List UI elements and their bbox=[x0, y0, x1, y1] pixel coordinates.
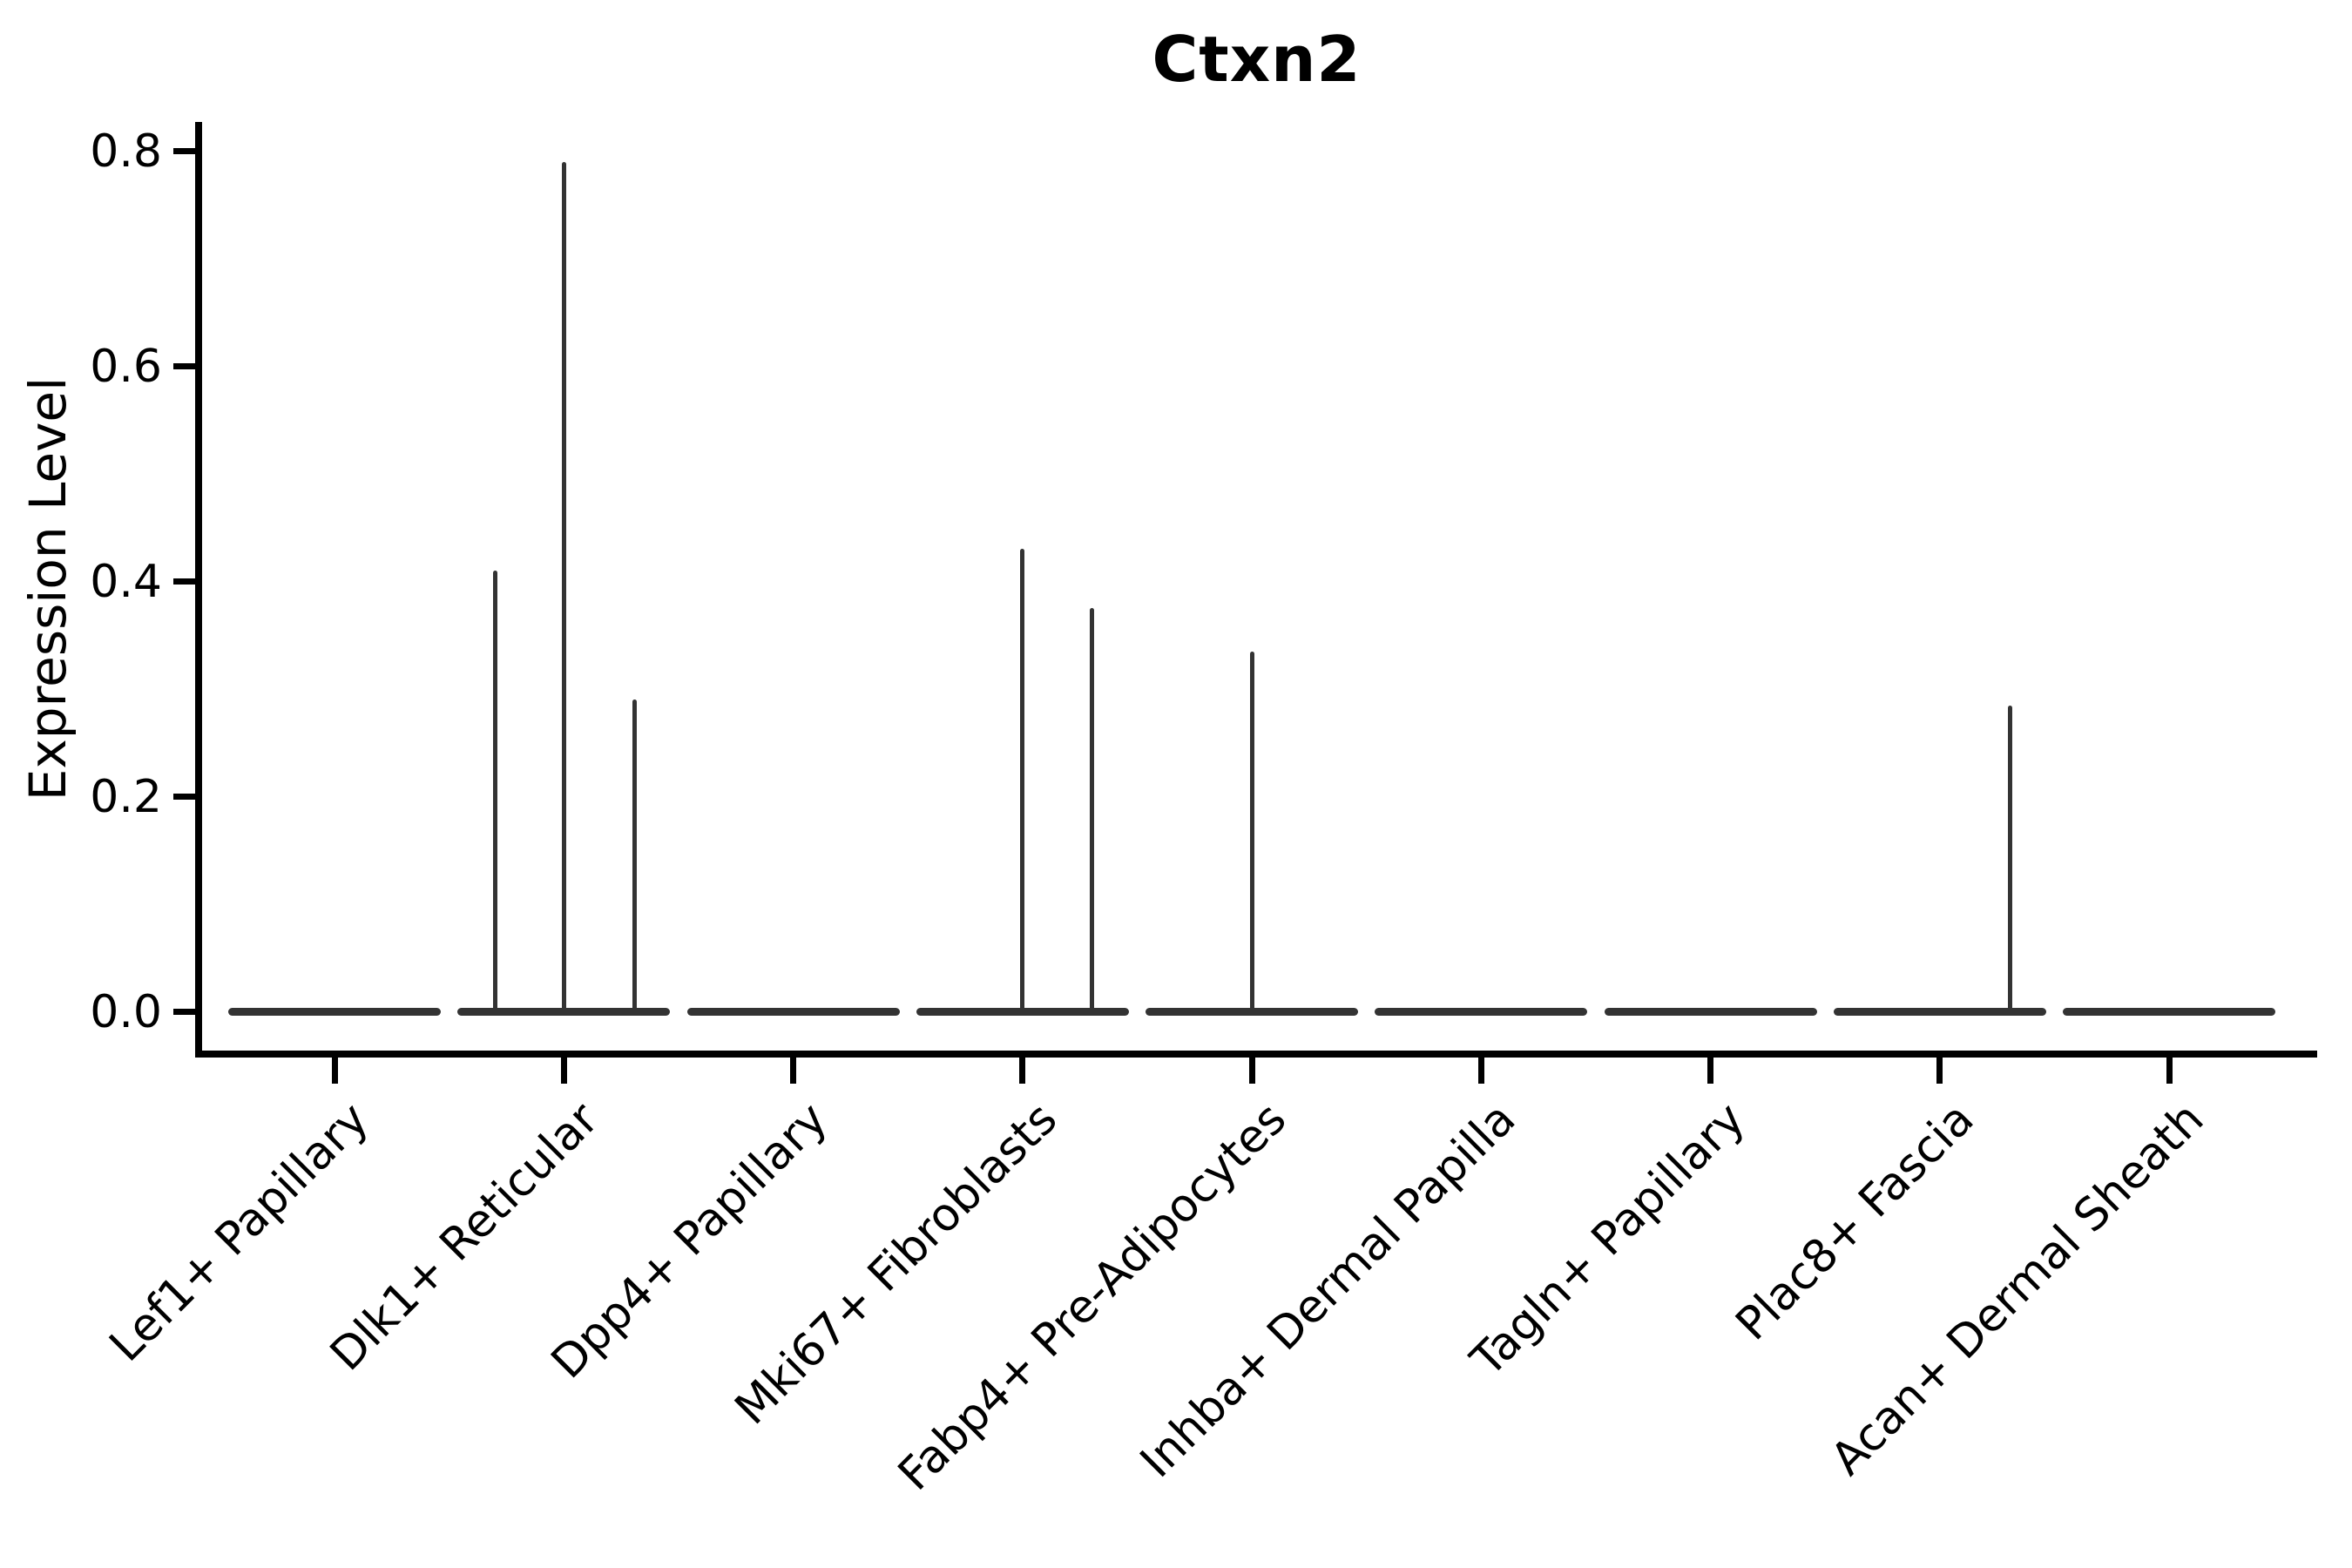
violin-needle bbox=[561, 161, 566, 1010]
x-tick bbox=[1248, 1058, 1255, 1084]
violin-needle bbox=[492, 571, 497, 1010]
x-tick-label: Fabp4+ Pre-Adipocytes bbox=[888, 1092, 1297, 1501]
x-tick bbox=[560, 1058, 567, 1084]
y-tick-label: 0.0 bbox=[90, 985, 162, 1038]
x-axis-spine bbox=[195, 1051, 2317, 1058]
violin-baseline bbox=[2063, 1008, 2275, 1016]
y-tick-label: 0.4 bbox=[90, 555, 162, 608]
violin-baseline bbox=[228, 1008, 441, 1016]
y-tick bbox=[173, 1009, 196, 1015]
violin-needle bbox=[2008, 705, 2013, 1010]
violin-needle bbox=[632, 700, 637, 1010]
plot-title: Ctxn2 bbox=[1152, 23, 1362, 96]
y-tick-label: 0.2 bbox=[90, 770, 162, 823]
violin-baseline bbox=[457, 1008, 671, 1016]
x-tick bbox=[1477, 1058, 1484, 1084]
x-tick-label: Acan+ Dermal Sheath bbox=[1821, 1092, 2214, 1486]
y-tick bbox=[173, 148, 196, 154]
x-tick bbox=[1707, 1058, 1713, 1084]
y-tick bbox=[173, 578, 196, 585]
violin-baseline bbox=[1375, 1008, 1588, 1016]
x-tick-label: Plac8+ Fascia bbox=[1726, 1092, 1984, 1351]
x-tick bbox=[790, 1058, 796, 1084]
y-tick bbox=[173, 363, 196, 369]
x-tick bbox=[1019, 1058, 1026, 1084]
y-tick-label: 0.8 bbox=[90, 125, 162, 178]
x-tick bbox=[1936, 1058, 1943, 1084]
violin-needle bbox=[1249, 651, 1254, 1010]
violin-baseline bbox=[916, 1008, 1129, 1016]
violin-baseline bbox=[1146, 1008, 1358, 1016]
violin-needle bbox=[1020, 549, 1025, 1010]
violin-baseline bbox=[686, 1008, 900, 1016]
x-tick bbox=[331, 1058, 338, 1084]
x-tick bbox=[2166, 1058, 2173, 1084]
y-tick-label: 0.6 bbox=[90, 340, 162, 393]
x-tick-label: Inhba+ Dermal Papilla bbox=[1130, 1092, 1526, 1489]
violin-needle bbox=[1090, 608, 1095, 1010]
y-tick bbox=[173, 794, 196, 800]
violin-baseline bbox=[1833, 1008, 2046, 1016]
violin-baseline bbox=[1604, 1008, 1817, 1016]
y-axis-spine bbox=[195, 122, 202, 1058]
